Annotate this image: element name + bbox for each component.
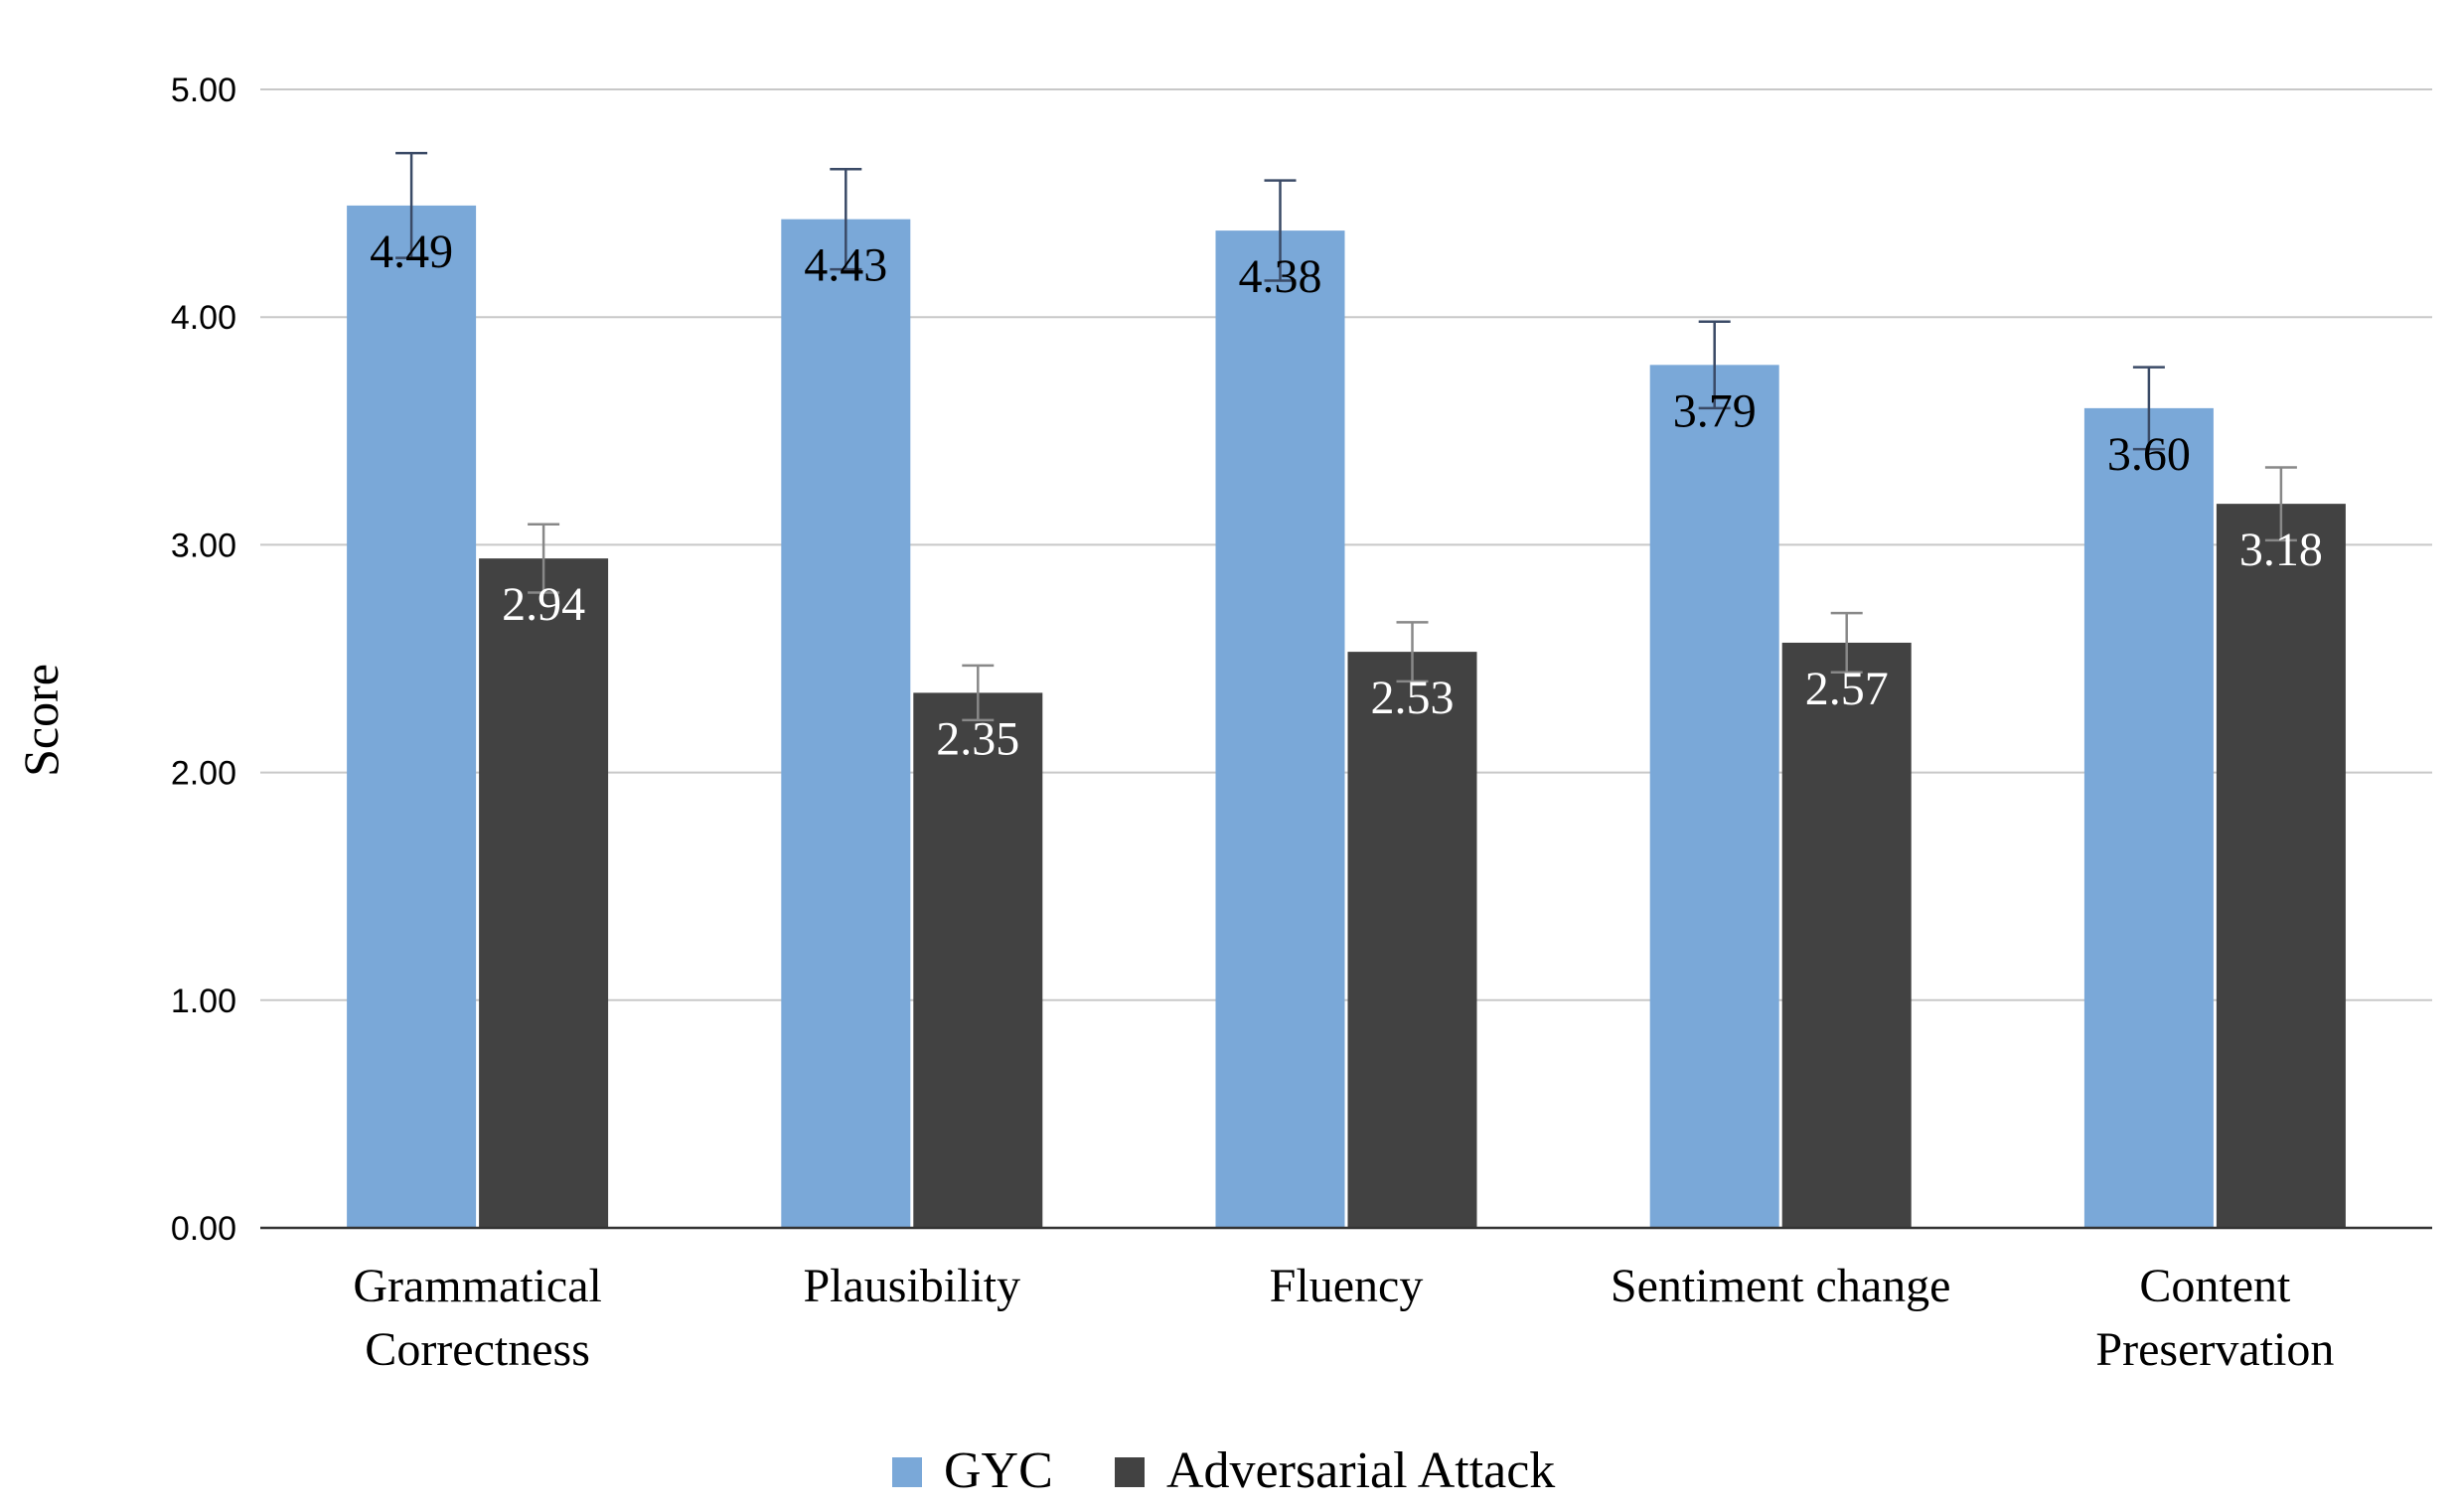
data-label: 2.35	[936, 712, 1019, 765]
bar-adversarial-2	[1347, 652, 1477, 1228]
data-labels: 4.49 2.94 4.43 2.35 4.38 2.53 3.79 2.57 3.60 3.18	[370, 226, 2323, 765]
y-axis-label: Score	[13, 664, 69, 777]
bar-adversarial-3	[1781, 642, 1912, 1228]
x-tick-label: Sentiment change	[1611, 1260, 1951, 1312]
data-label: 4.49	[370, 226, 453, 278]
legend-item-gyc: GYC	[892, 1442, 1053, 1499]
legend-label: GYC	[944, 1442, 1053, 1499]
error-bar	[528, 523, 560, 594]
data-label: 2.57	[1805, 663, 1889, 715]
bar-gyc-3	[1649, 365, 1779, 1228]
data-label: 4.38	[1239, 250, 1322, 303]
error-bar	[395, 151, 428, 259]
data-label: 2.94	[502, 578, 585, 631]
x-tick-label: Fluency	[1270, 1260, 1424, 1312]
legend-item-adversarial: Adversarial Attack	[1115, 1442, 1555, 1499]
data-label: 3.60	[2107, 428, 2191, 481]
y-tick-label: 3.00	[171, 527, 236, 564]
error-bar	[1264, 179, 1297, 282]
x-tick-label: Content Preservation	[2095, 1260, 2334, 1376]
legend-swatch	[892, 1457, 922, 1487]
error-bar	[1698, 320, 1731, 410]
y-axis-ticks: 0.00 1.00 2.00 3.00 4.00 5.00	[171, 72, 236, 1248]
data-label: 3.79	[1673, 384, 1757, 437]
bar-gyc-1	[781, 219, 911, 1229]
error-bar	[1830, 611, 1863, 675]
data-label: 3.18	[2239, 524, 2323, 576]
y-tick-label: 4.00	[171, 299, 236, 337]
legend-swatch	[1115, 1457, 1145, 1487]
legend-label: Adversarial Attack	[1166, 1442, 1555, 1499]
error-bar	[830, 167, 862, 271]
error-bar	[1396, 621, 1429, 683]
bar-adversarial-4	[2216, 504, 2346, 1228]
bar-gyc-2	[1215, 230, 1345, 1228]
bar-gyc-4	[2083, 407, 2214, 1228]
error-bar	[962, 664, 995, 722]
y-tick-label: 0.00	[171, 1210, 236, 1248]
data-label: 2.53	[1371, 672, 1455, 724]
error-bar	[2132, 366, 2165, 451]
error-bar	[2264, 466, 2297, 542]
bar-adversarial-1	[913, 692, 1043, 1228]
x-tick-label: Grammatical Correctness	[353, 1260, 602, 1376]
x-axis-ticks: Grammatical Correctness Plausibility Fluenc…	[353, 1260, 2334, 1376]
error-bars	[395, 151, 2297, 722]
y-tick-label: 1.00	[171, 983, 236, 1020]
x-tick-label: Plausibility	[803, 1260, 1020, 1312]
bar-adversarial-0	[479, 558, 609, 1228]
y-tick-label: 2.00	[171, 755, 236, 793]
bar-gyc-0	[347, 205, 477, 1229]
bars	[347, 205, 2346, 1229]
legend: GYC Adversarial Attack	[892, 1442, 1555, 1499]
y-tick-label: 5.00	[171, 72, 236, 109]
data-label: 4.43	[804, 239, 887, 292]
gridlines	[260, 88, 2432, 1001]
